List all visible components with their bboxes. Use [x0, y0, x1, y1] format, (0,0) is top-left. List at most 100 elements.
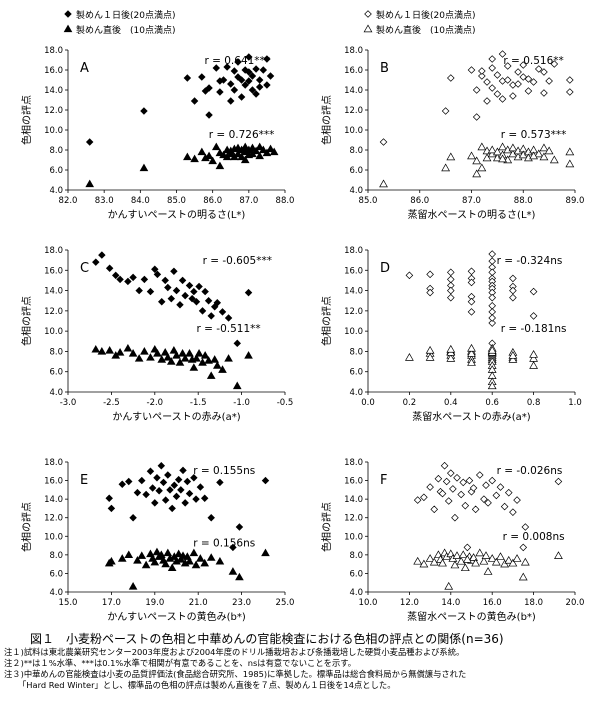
panel-f-y-axis-label: 色相の評点: [320, 502, 333, 552]
panel-c-point-day1: [201, 287, 209, 296]
panel-a-r-label: r = 0.726***: [209, 129, 275, 141]
note-3: 注３)中華めんの官能検査は小麦の品質評価法(食品総合研究所、1985)に準拠した…: [4, 669, 467, 679]
panel-e-point-day1: [153, 474, 161, 482]
panel-f-point-fresh: [500, 559, 510, 568]
panel-e-point-day1: [172, 492, 181, 501]
panel-f-point-day1: [444, 497, 453, 505]
panel-e-point-fresh: [117, 554, 127, 562]
panel-e-point-fresh: [150, 557, 160, 566]
panel-c-point-day1: [164, 283, 172, 292]
panel-c-point-fresh: [232, 381, 242, 390]
panel-c-point-fresh: [169, 346, 179, 354]
panel-f-point-fresh: [479, 556, 489, 565]
panel-a-point-fresh: [233, 149, 243, 158]
panel-e-y-tick-label: 10.0: [44, 532, 63, 542]
panel-a-y-tick-label: 10.0: [44, 126, 63, 136]
panel-e-x-tick-label: 21.0: [189, 598, 208, 608]
panel-e-point-fresh: [107, 556, 116, 565]
panel-c-point-day1: [181, 291, 189, 300]
panel-d-point-day1: [426, 270, 434, 279]
panel-a-x-tick-label: 84.0: [131, 196, 150, 206]
panel-d-x-tick-label: 0.6: [485, 398, 499, 408]
panel-e-point-day1: [133, 488, 142, 497]
panel-f-point-fresh: [444, 581, 454, 590]
panel-b-point-fresh: [544, 146, 554, 155]
panel-b-x-tick-label: 85.0: [359, 196, 378, 206]
panel-a-y-tick-label: 4.0: [49, 186, 63, 196]
panel-b-y-tick-label: 6.0: [349, 166, 363, 176]
panel-d-y-axis-label: 色相の評点: [320, 296, 333, 346]
panel-b-x-tick-label: 86.0: [410, 196, 429, 206]
panel-b-point-day1: [524, 75, 533, 83]
panel-e-r-label: r = 0.156ns: [193, 538, 255, 550]
panel-b-point-day1: [498, 95, 507, 103]
panel-e-point-day1: [185, 489, 194, 498]
panel-f-x-axis-label: 蒸留水ペーストの黄色み(b*): [407, 610, 536, 623]
panel-a-x-tick-label: 83.0: [95, 196, 114, 206]
panel-f-point-day1: [488, 476, 496, 485]
panel-c-point-day1: [185, 281, 194, 290]
panel-c-point-fresh: [185, 349, 194, 357]
panel-d-point-day1: [509, 286, 517, 295]
panel-e-y-tick-label: 14.0: [44, 495, 63, 505]
panel-b-point-fresh: [477, 163, 487, 172]
panel-a-point-day1: [234, 58, 242, 66]
panel-e-point-day1: [179, 466, 187, 475]
panel-f-point-fresh: [425, 554, 435, 562]
note-2: 注２)**は１%水準、***は0.1%水準で相関が有意であることを、nsは有意で…: [4, 658, 357, 668]
panel-b-y-tick-label: 16.0: [344, 66, 363, 76]
panel-f-point-day1: [451, 513, 459, 522]
panel-c-point-fresh: [194, 349, 204, 357]
panel-b-point-day1: [478, 67, 486, 75]
panel-a-point-day1: [198, 73, 206, 81]
panel-f-point-day1: [447, 469, 455, 477]
panel-c-point-fresh: [200, 351, 210, 359]
panel-c-point-day1: [161, 276, 169, 285]
panel-f-x-tick-label: 12.0: [400, 598, 419, 608]
panel-a-legend-label: 製めん１日後(20点満点): [76, 9, 175, 21]
panel-f-point-day1: [413, 496, 422, 504]
panel-f-y-tick-label: 16.0: [344, 477, 363, 487]
panel-b-point-day1: [467, 66, 476, 74]
panel-e-y-tick-label: 8.0: [49, 551, 63, 561]
panel-d-point-day1: [488, 250, 496, 258]
panel-e-point-day1: [164, 471, 172, 479]
panel-f-point-day1: [509, 508, 517, 516]
panel-e-point-day1: [174, 475, 183, 484]
panel-c-x-tick-label: -2.5: [103, 398, 120, 408]
panel-b-y-axis-label: 色相の評点: [320, 95, 333, 145]
panel-a-y-tick-label: 12.0: [44, 106, 63, 116]
panel-a-y-tick-label: 8.0: [49, 146, 63, 156]
panel-b-point-day1: [529, 78, 538, 86]
panel-e-y-tick-label: 16.0: [44, 477, 63, 487]
panel-d-letter: D: [380, 261, 390, 276]
panel-c-point-fresh: [244, 351, 253, 359]
panel-e-x-tick-label: 15.0: [59, 598, 78, 608]
panel-b-point-fresh: [549, 155, 559, 164]
panel-c-point-day1: [188, 294, 196, 303]
panel-f-x-tick-label: 20.0: [566, 598, 585, 608]
panel-b-point-fresh: [472, 169, 482, 178]
panel-c-point-day1: [170, 267, 178, 276]
panel-f-point-fresh: [504, 555, 514, 564]
panel-a-legend-label: 製めん直後 (10点満点): [76, 24, 175, 36]
panel-d-point-day1: [426, 288, 434, 297]
panel-c-x-tick-label: -1.5: [190, 398, 207, 408]
panel-c-x-tick-label: -3.0: [60, 398, 77, 408]
panel-f-point-fresh: [496, 552, 505, 560]
panel-a-point-day1: [227, 80, 235, 88]
panel-b-y-tick-label: 14.0: [344, 86, 363, 96]
panel-e-point-day1: [177, 486, 185, 494]
panel-f-point-day1: [463, 543, 472, 552]
note-1: 注１)試料は東北農業研究センター2003年度および2004年度のドリル播栽培およ…: [4, 647, 465, 657]
panel-a-point-day1: [245, 77, 253, 85]
panel-e-x-tick-label: 25.0: [276, 598, 295, 608]
panel-b-x-tick-label: 87.0: [462, 196, 481, 206]
panel-c-point-fresh: [91, 344, 101, 353]
panel-d-point-fresh: [508, 350, 518, 359]
panel-f-point-day1: [500, 502, 509, 511]
panel-d-point-fresh: [404, 353, 414, 361]
panel-c-point-day1: [151, 265, 159, 273]
panel-e-point-fresh: [133, 556, 142, 564]
panel-c-y-tick-label: 18.0: [44, 246, 63, 256]
